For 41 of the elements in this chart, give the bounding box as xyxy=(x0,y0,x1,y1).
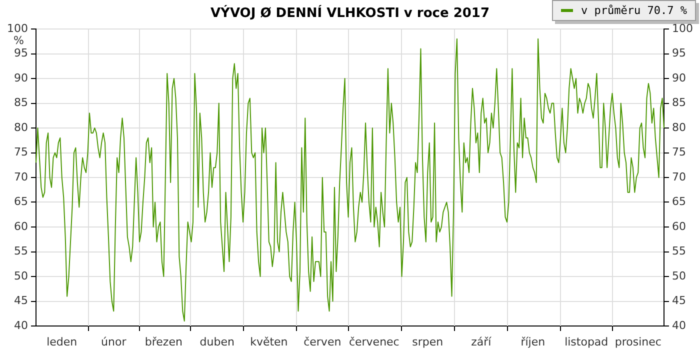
y-tick-label: 70 xyxy=(14,170,28,184)
y-tick-label: 50 xyxy=(14,269,28,282)
y-tick-label: 75 xyxy=(14,146,28,159)
x-tick-label: srpen xyxy=(412,335,444,348)
y-tick-label: 45 xyxy=(14,294,28,308)
y2-tick-label: 80 xyxy=(672,120,686,134)
y-tick-label: 65 xyxy=(14,195,28,208)
x-tick-label: červenec xyxy=(348,335,400,348)
x-tick-label: září xyxy=(471,335,492,348)
y-tick-label: 95 xyxy=(14,46,28,60)
y2-tick-label: 45 xyxy=(672,294,686,308)
y-tick-label: 40 xyxy=(14,318,28,332)
y2-tick-label: 40 xyxy=(672,318,686,332)
y2-tick-label: 85 xyxy=(672,96,686,110)
x-tick-label: březen xyxy=(144,335,182,348)
chart-title: VÝVOJ Ø DENNÍ VLHKOSTI v roce 2017 xyxy=(210,6,490,21)
legend-label: v průměru 70.7 % xyxy=(581,4,687,17)
y2-tick-label: 55 xyxy=(672,244,686,258)
y2-tick-label: 60 xyxy=(672,220,686,233)
y2-tick-label: 65 xyxy=(672,195,686,208)
y-tick-label: 85 xyxy=(14,96,28,110)
y2-tick-label: 70 xyxy=(672,170,686,184)
x-tick-label: prosinec xyxy=(614,335,662,348)
y-tick-label: 100 xyxy=(7,22,28,35)
y2-tick-label: 50 xyxy=(672,269,686,282)
y-tick-label: 55 xyxy=(14,244,28,258)
x-tick-label: říjen xyxy=(520,335,546,348)
x-tick-label: duben xyxy=(200,335,235,348)
x-tick-label: únor xyxy=(101,335,127,348)
y2-tick-label: 95 xyxy=(672,46,686,60)
y-axis-title: % xyxy=(14,34,24,47)
y-tick-label: 90 xyxy=(14,71,28,84)
x-tick-label: květen xyxy=(250,335,288,348)
y-tick-label: 60 xyxy=(14,220,28,233)
x-tick-label: červen xyxy=(304,335,342,348)
y2-tick-label: 90 xyxy=(672,71,686,84)
y2-tick-label: 75 xyxy=(672,146,686,159)
y-tick-label: 80 xyxy=(14,120,28,134)
y2-tick-label: 100 xyxy=(672,22,693,35)
x-tick-label: leden xyxy=(46,335,78,348)
x-tick-label: listopad xyxy=(564,335,608,348)
